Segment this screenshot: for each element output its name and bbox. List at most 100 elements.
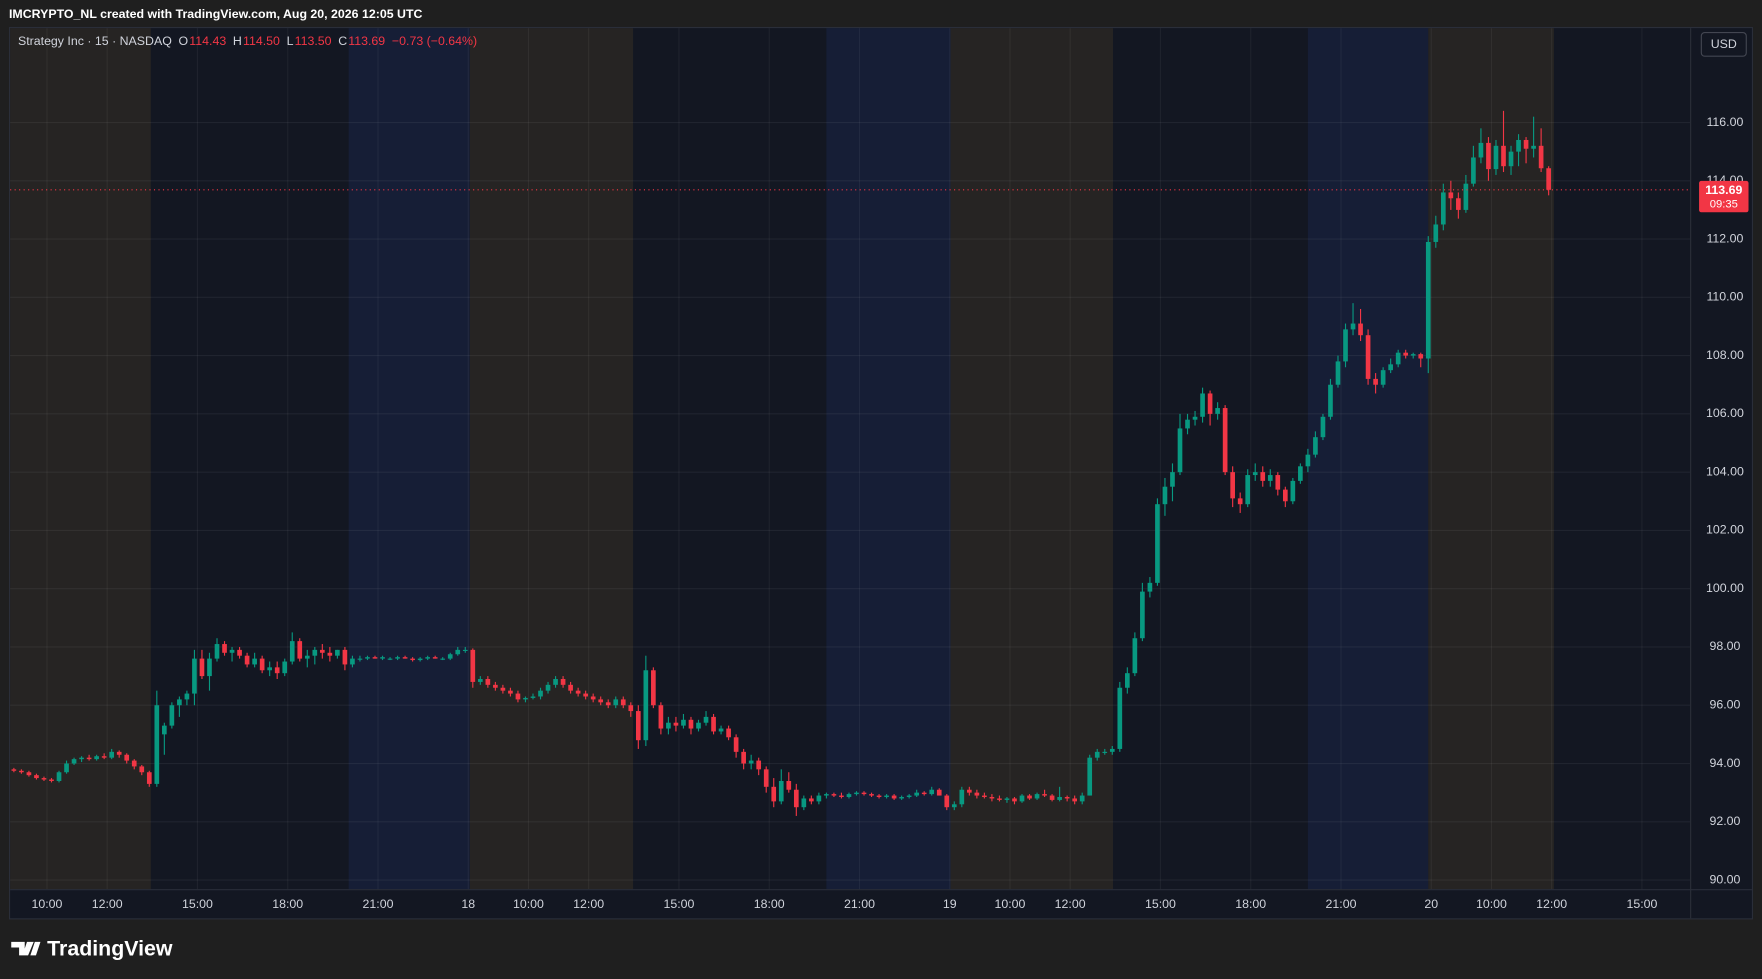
x-tick-label: 18:00 (272, 897, 303, 911)
candle-body (530, 696, 536, 698)
candle-body (1290, 480, 1296, 502)
candle-body (440, 658, 446, 660)
currency-label: USD (1711, 37, 1737, 51)
x-tick-label: 12:00 (1536, 897, 1567, 911)
candle-body (733, 737, 739, 752)
candle-body (207, 658, 212, 677)
candle-body (801, 798, 807, 808)
ohlc-key: L (287, 34, 294, 48)
candle-body (86, 757, 92, 760)
candle-body (71, 759, 77, 764)
candle-body (34, 775, 39, 779)
candle-body (1222, 408, 1228, 473)
candle-body (1027, 795, 1032, 799)
axes: 90.00 92.00 94.00 96.00 98.00 100.00 102.00 104… (32, 115, 1749, 911)
candle-body (869, 794, 874, 796)
countdown-label: 09:35 (1710, 198, 1738, 210)
candle-body (1516, 139, 1521, 152)
candle-body (854, 792, 859, 795)
candle-body (1328, 384, 1333, 417)
symbol-label: Strategy Inc · 15 · NASDAQ (18, 34, 172, 48)
candle-body (139, 766, 145, 773)
session-band (10, 28, 151, 890)
candle-body (19, 770, 24, 773)
candle-body (1313, 437, 1318, 455)
candle-body (94, 756, 99, 760)
candle-body (1207, 393, 1213, 414)
caption: IMCRYPTO_NL created with TradingView.com… (9, 7, 423, 21)
candle-body (786, 780, 792, 790)
x-tick-label: 18:00 (1235, 897, 1266, 911)
candle-body (967, 789, 972, 793)
candle-body (1049, 795, 1055, 800)
candle-body (1410, 354, 1416, 356)
candle-body (335, 649, 340, 656)
candle-body (184, 693, 190, 700)
candle-body (229, 649, 235, 653)
candle-body (1305, 454, 1311, 467)
candle-body (1192, 416, 1198, 420)
candle-body (1079, 795, 1085, 802)
candle-body (982, 795, 987, 798)
candle-body (816, 795, 822, 802)
candle-body (1531, 145, 1536, 149)
candle-body (312, 649, 318, 656)
candle-body (929, 789, 935, 795)
candle-body (79, 757, 84, 760)
candles (10, 110, 1691, 816)
candle-body (252, 658, 257, 665)
y-tick-label: 96.00 (1709, 697, 1740, 711)
x-tick-label: 18:00 (754, 897, 785, 911)
candle-body (605, 702, 611, 706)
candle-body (342, 649, 348, 665)
candle-body (49, 779, 54, 781)
ohlc-value: 114.43 (189, 34, 226, 48)
candle-body (1042, 794, 1047, 796)
candle-body (944, 795, 950, 808)
session-band (950, 28, 1114, 890)
candle-body (1418, 354, 1424, 359)
candle-body (267, 667, 273, 671)
candle-body (365, 657, 370, 659)
candle-body (1057, 797, 1062, 800)
y-tick-label: 102.00 (1706, 523, 1744, 537)
candle-body (1508, 151, 1514, 167)
candle-body (395, 657, 400, 659)
candle-body (741, 751, 746, 764)
candle-body (146, 772, 152, 784)
candle-body (350, 658, 355, 665)
session-band (469, 28, 634, 890)
candle-body (598, 699, 604, 703)
candle-body (1275, 475, 1281, 490)
y-tick-label: 106.00 (1706, 406, 1744, 420)
candle-body (1373, 378, 1378, 385)
candle-body (101, 756, 107, 758)
x-tick-label: 12:00 (573, 897, 604, 911)
candle-body (643, 670, 649, 741)
candle-body (304, 655, 310, 659)
x-tick-label: 21:00 (1326, 897, 1357, 911)
candle-body (831, 794, 837, 796)
session-bands (10, 28, 1554, 890)
candle-body (696, 722, 701, 729)
candle-body (748, 760, 754, 764)
candle-body (718, 728, 724, 732)
candle-body (297, 641, 303, 659)
currency-button[interactable] (1700, 32, 1747, 57)
y-tick-label: 98.00 (1709, 639, 1740, 653)
x-tick-label: 21:00 (363, 897, 394, 911)
candle-body (41, 778, 47, 780)
candle-body (1260, 472, 1266, 481)
candle-body (914, 792, 920, 796)
brand-logo: TradingView (11, 936, 173, 960)
candle-body (282, 661, 288, 674)
candle-body (673, 722, 679, 726)
candle-body (357, 658, 363, 660)
x-tick-label: 15:00 (1626, 897, 1657, 911)
grid (10, 28, 1691, 890)
session-band (826, 28, 951, 890)
candle-body (824, 794, 829, 796)
candle-body (1493, 145, 1499, 170)
candle-body (628, 705, 634, 712)
y-tick-label: 104.00 (1706, 464, 1744, 478)
